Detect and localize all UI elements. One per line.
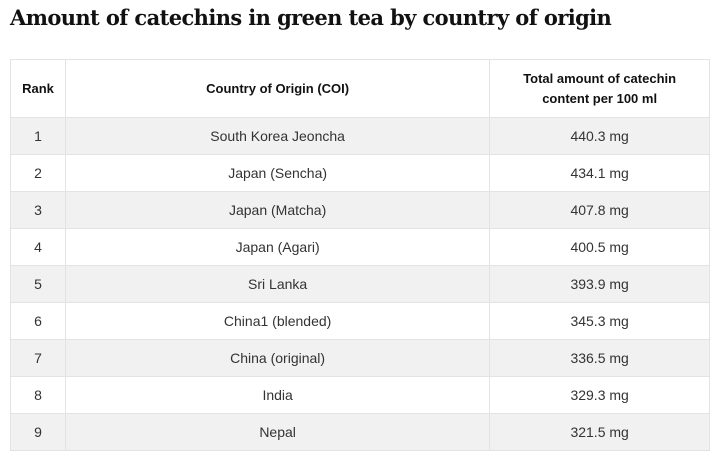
page-title: Amount of catechins in green tea by coun… (10, 5, 612, 30)
header-amount-line1: Total amount of catechin (523, 70, 677, 86)
cell-rank: 8 (10, 376, 66, 414)
table-row: 4 Japan (Agari) 400.5 mg (10, 228, 710, 266)
cell-rank: 3 (10, 191, 66, 229)
cell-rank: 7 (10, 339, 66, 377)
cell-rank: 5 (10, 265, 66, 303)
table-row: 5 Sri Lanka 393.9 mg (10, 265, 710, 303)
cell-country: India (64, 376, 491, 414)
cell-country: Japan (Agari) (64, 228, 491, 266)
cell-amount: 336.5 mg (489, 339, 710, 377)
cell-rank: 6 (10, 302, 66, 340)
cell-amount: 434.1 mg (489, 154, 710, 192)
cell-country: Sri Lanka (64, 265, 491, 303)
cell-amount: 321.5 mg (489, 413, 710, 451)
table-row: 7 China (original) 336.5 mg (10, 339, 710, 377)
cell-country: Japan (Sencha) (64, 154, 491, 192)
cell-amount: 345.3 mg (489, 302, 710, 340)
table-row: 9 Nepal 321.5 mg (10, 413, 710, 451)
table-row: 3 Japan (Matcha) 407.8 mg (10, 191, 710, 229)
cell-country: South Korea Jeoncha (64, 117, 491, 155)
cell-country: China1 (blended) (64, 302, 491, 340)
table-row: 1 South Korea Jeoncha 440.3 mg (10, 117, 710, 155)
header-country: Country of Origin (COI) (64, 59, 491, 118)
cell-amount: 440.3 mg (489, 117, 710, 155)
catechin-table: Rank Country of Origin (COI) Total amoun… (10, 59, 710, 451)
cell-amount: 393.9 mg (489, 265, 710, 303)
header-amount-line2: content per 100 ml (542, 90, 658, 106)
cell-amount: 407.8 mg (489, 191, 710, 229)
table-row: 6 China1 (blended) 345.3 mg (10, 302, 710, 340)
table-header-row: Rank Country of Origin (COI) Total amoun… (10, 59, 710, 118)
cell-country: Nepal (64, 413, 491, 451)
cell-amount: 400.5 mg (489, 228, 710, 266)
cell-rank: 1 (10, 117, 66, 155)
header-rank: Rank (10, 59, 66, 118)
cell-amount: 329.3 mg (489, 376, 710, 414)
table-row: 2 Japan (Sencha) 434.1 mg (10, 154, 710, 192)
header-amount: Total amount of catechin content per 100… (489, 59, 710, 118)
cell-country: China (original) (64, 339, 491, 377)
cell-rank: 2 (10, 154, 66, 192)
table-row: 8 India 329.3 mg (10, 376, 710, 414)
cell-country: Japan (Matcha) (64, 191, 491, 229)
cell-rank: 9 (10, 413, 66, 451)
cell-rank: 4 (10, 228, 66, 266)
